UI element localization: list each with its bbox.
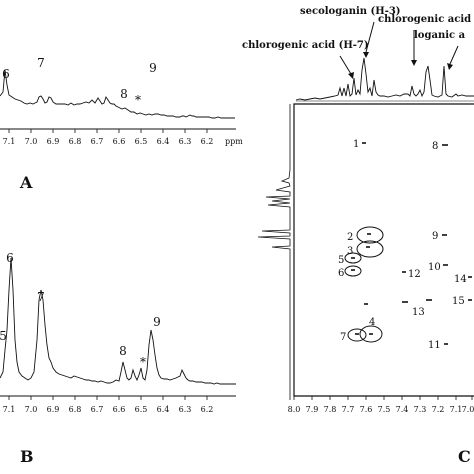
tick-label: 7.6 xyxy=(360,405,373,414)
peak-label-asterisk: * xyxy=(135,93,141,107)
cross-peaks xyxy=(351,142,472,345)
tick-label: 6.8 xyxy=(69,137,82,146)
tick-label: 7.3 xyxy=(414,405,427,414)
tick-label: 6.3 xyxy=(179,137,192,146)
panel-a-ticks xyxy=(8,129,208,133)
panel-a-tick-labels: 7.1 7.0 6.9 6.8 6.7 6.6 6.5 6.4 6.3 6.2 … xyxy=(3,137,244,146)
panel-letter-b: B xyxy=(20,447,34,466)
left-projection-trace xyxy=(257,104,291,400)
tick-label: 7.8 xyxy=(324,405,337,414)
tick-label: 6.2 xyxy=(201,137,214,146)
panel-letter-c: C xyxy=(458,447,471,466)
circle-peak-2 xyxy=(356,226,384,244)
tick-label: 6.5 xyxy=(135,137,148,146)
panel-c: secologanin (H-3) chlorogenic acid (H-7)… xyxy=(242,6,474,466)
annotation-secologanin: secologanin (H-3) xyxy=(300,6,401,17)
tick-label: 7.1 xyxy=(3,137,16,146)
panel-a: 7.1 7.0 6.9 6.8 6.7 6.6 6.5 6.4 6.3 6.2 … xyxy=(0,56,243,192)
tick-label: 6.6 xyxy=(113,405,126,414)
panel-c-tick-labels: 8.0 7.9 7.8 7.7 7.6 7.5 7.4 7.3 7.2 7.1 … xyxy=(288,405,474,414)
tick-label: 7.7 xyxy=(342,405,355,414)
panel-b-peak-labels: 5 6 7 8 * 9 xyxy=(0,251,161,369)
tick-label: 6.7 xyxy=(91,405,104,414)
cross-label-7: 7 xyxy=(340,332,346,343)
cross-label-9: 9 xyxy=(432,231,438,242)
arrow-secologanin xyxy=(365,21,375,53)
circle-peak-4 xyxy=(359,325,383,343)
peak-label-7: 7 xyxy=(37,56,45,70)
peak-label-6: 6 xyxy=(6,251,14,265)
cross-label-3: 3 xyxy=(347,246,353,257)
axis-unit-label: ppm xyxy=(225,137,243,146)
tick-label: 6.9 xyxy=(47,137,60,146)
tick-label: 6.4 xyxy=(157,137,170,146)
tick-label: 7.0 xyxy=(25,405,38,414)
tick-label: 7.0 xyxy=(25,137,38,146)
peak-label-asterisk: * xyxy=(140,355,146,369)
peak-label-9: 9 xyxy=(153,315,161,329)
panel-a-spectrum-trace xyxy=(0,69,235,119)
arrow-loganic xyxy=(449,45,459,65)
cross-label-8: 8 xyxy=(432,141,438,152)
tick-label: 6.5 xyxy=(135,405,148,414)
arrowhead xyxy=(363,52,369,58)
tick-label: 7.0 xyxy=(462,405,474,414)
cross-label-5: 5 xyxy=(338,255,344,266)
peak-label-8: 8 xyxy=(119,344,127,358)
tick-label: 6.6 xyxy=(113,137,126,146)
annotation-loganic: loganic a xyxy=(414,30,466,41)
panel-a-peak-labels: 6 7 8 * 9 xyxy=(2,56,157,107)
tick-label: 7.1 xyxy=(450,405,463,414)
annotation-chlorogenic-h7: chlorogenic acid (H-7) xyxy=(242,40,369,51)
panel-b-tick-labels: 7.1 7.0 6.9 6.8 6.7 6.6 6.5 6.4 6.3 6.2 xyxy=(3,405,214,414)
plot-frame xyxy=(293,103,474,397)
tick-label: 6.7 xyxy=(91,137,104,146)
tick-label: 7.9 xyxy=(306,405,319,414)
arrow-chlorogenic-h7 xyxy=(339,55,352,75)
panel-letter-a: A xyxy=(19,173,33,192)
circle-peak-7 xyxy=(347,328,367,342)
circle-peak-6 xyxy=(344,265,362,277)
peak-label-5: 5 xyxy=(0,329,7,343)
tick-label: 7.1 xyxy=(3,405,16,414)
tick-label: 6.4 xyxy=(157,405,170,414)
cross-peak-circles xyxy=(344,226,384,343)
cross-label-11: 11 xyxy=(428,340,441,351)
cross-label-2: 2 xyxy=(347,232,353,243)
tick-label: 7.4 xyxy=(396,405,409,414)
arrowhead xyxy=(447,63,453,70)
panel-b-ticks xyxy=(8,396,208,400)
circle-peak-5 xyxy=(344,252,362,264)
cross-label-14: 14 xyxy=(454,274,467,285)
arrowhead xyxy=(348,72,354,79)
tick-label: 7.2 xyxy=(432,405,445,414)
cross-label-13: 13 xyxy=(412,307,425,318)
cross-label-1: 1 xyxy=(353,139,359,150)
circle-peak-3 xyxy=(356,240,384,258)
cross-label-10: 10 xyxy=(428,262,441,273)
cross-peak-labels: 1 2 3 4 5 6 7 8 9 10 11 12 13 14 15 xyxy=(338,139,467,351)
tick-label: 6.2 xyxy=(201,405,214,414)
arrowhead xyxy=(411,60,417,66)
peak-label-6: 6 xyxy=(2,67,10,81)
cross-label-15: 15 xyxy=(452,296,465,307)
tick-label: 8.0 xyxy=(288,405,301,414)
cross-label-12: 12 xyxy=(408,269,421,280)
cross-label-6: 6 xyxy=(338,268,344,279)
peak-label-8: 8 xyxy=(120,87,128,101)
peak-label-7: 7 xyxy=(37,290,45,304)
tick-label: 6.9 xyxy=(47,405,60,414)
tick-label: 6.3 xyxy=(179,405,192,414)
panel-b-spectrum-trace xyxy=(0,257,236,385)
tick-label: 6.8 xyxy=(69,405,82,414)
annotation-chlorogenic: chlorogenic acid xyxy=(378,14,471,25)
panel-c-ticks xyxy=(293,396,473,400)
cross-label-4: 4 xyxy=(369,317,375,328)
top-projection-trace xyxy=(295,57,474,101)
panel-b: 7.1 7.0 6.9 6.8 6.7 6.6 6.5 6.4 6.3 6.2 … xyxy=(0,251,236,466)
tick-label: 7.5 xyxy=(378,405,391,414)
peak-label-9: 9 xyxy=(149,61,157,75)
